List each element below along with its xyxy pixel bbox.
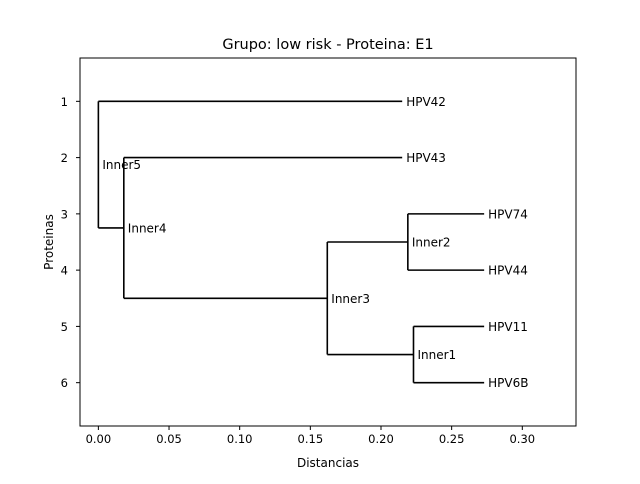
plot-frame bbox=[79, 57, 577, 427]
node-label-inner5: Inner5 bbox=[102, 158, 141, 172]
node-label-hpv42: HPV42 bbox=[406, 95, 446, 109]
node-label-inner3: Inner3 bbox=[331, 292, 370, 306]
x-axis-ticks: 0.00 0.05 0.10 0.15 0.20 0.25 0.30 bbox=[86, 426, 535, 446]
x-tick-label: 0.15 bbox=[298, 432, 324, 446]
node-label-hpv11: HPV11 bbox=[488, 320, 528, 334]
x-axis-label: Distancias bbox=[297, 456, 359, 470]
y-tick-label: 3 bbox=[61, 207, 68, 221]
node-label-inner2: Inner2 bbox=[412, 236, 451, 250]
y-tick-label: 1 bbox=[61, 95, 68, 109]
chart-title: Grupo: low risk - Proteina: E1 bbox=[222, 37, 433, 53]
node-label-hpv44: HPV44 bbox=[488, 264, 528, 278]
y-tick-label: 5 bbox=[61, 320, 68, 334]
y-axis-ticks: 1 2 3 4 5 6 bbox=[61, 95, 80, 390]
x-tick-label: 0.05 bbox=[156, 432, 182, 446]
node-label-hpv43: HPV43 bbox=[406, 151, 446, 165]
node-label-inner1: Inner1 bbox=[417, 348, 456, 362]
node-label-inner4: Inner4 bbox=[128, 221, 167, 235]
dendrogram-links bbox=[97, 100, 485, 384]
y-tick-label: 2 bbox=[61, 151, 68, 165]
x-tick-label: 0.00 bbox=[86, 432, 112, 446]
node-labels: HPV42 HPV43 HPV74 HPV44 HPV11 HPV6B Inner1 Inne… bbox=[102, 95, 528, 390]
node-label-hpv74: HPV74 bbox=[488, 207, 528, 221]
x-tick-label: 0.20 bbox=[368, 432, 394, 446]
x-tick-label: 0.10 bbox=[227, 432, 253, 446]
x-tick-label: 0.25 bbox=[439, 432, 465, 446]
x-tick-label: 0.30 bbox=[509, 432, 535, 446]
node-label-hpv6b: HPV6B bbox=[488, 376, 528, 390]
y-tick-label: 4 bbox=[61, 264, 68, 278]
y-axis-label: Proteinas bbox=[42, 214, 56, 270]
y-tick-label: 6 bbox=[61, 376, 68, 390]
